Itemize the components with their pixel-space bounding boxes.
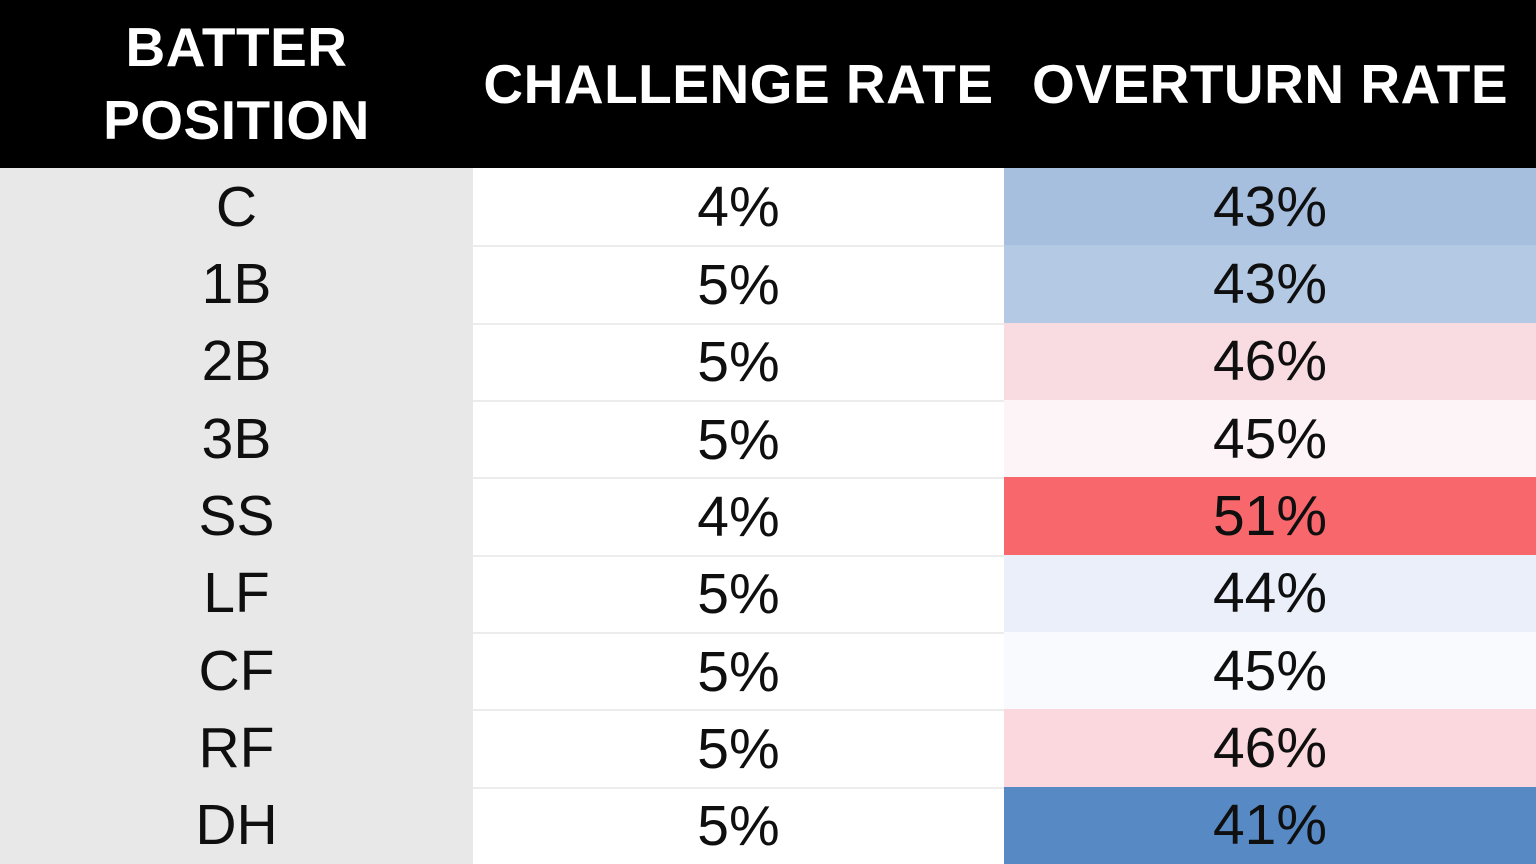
overturn-rate-cell: 46% <box>1004 322 1536 400</box>
challenge-rate-cell: 5% <box>473 245 1004 323</box>
table-row: 2B 5% 46% <box>0 322 1536 400</box>
position-cell: LF <box>0 554 473 632</box>
challenge-rate-cell: 5% <box>473 709 1004 787</box>
position-cell: 1B <box>0 245 473 323</box>
table-row: RF 5% 46% <box>0 709 1536 787</box>
overturn-rate-cell: 46% <box>1004 709 1536 787</box>
table-row: SS 4% 51% <box>0 477 1536 555</box>
challenge-rate-cell: 5% <box>473 554 1004 632</box>
position-cell: 3B <box>0 399 473 478</box>
position-cell: DH <box>0 786 473 864</box>
header-challenge-rate-label: CHALLENGE RATE <box>483 52 994 115</box>
header-overturn-rate-label: OVERTURN RATE <box>1031 52 1509 115</box>
overturn-rate-cell: 43% <box>1004 168 1536 246</box>
header-batter-position-label: BATTER POSITION <box>103 16 370 151</box>
challenge-rate-cell: 5% <box>473 631 1004 710</box>
position-cell: C <box>0 168 473 246</box>
overturn-rate-cell: 45% <box>1004 631 1536 710</box>
overturn-rate-cell: 51% <box>1004 477 1536 555</box>
header-batter-position: BATTER POSITION <box>0 11 473 156</box>
table-row: LF 5% 44% <box>0 554 1536 632</box>
position-cell: 2B <box>0 322 473 400</box>
overturn-rate-cell: 44% <box>1004 554 1536 632</box>
table-row: DH 5% 41% <box>0 786 1536 864</box>
header-overturn-rate: OVERTURN RATE <box>1004 48 1536 121</box>
table-row: CF 5% 45% <box>0 631 1536 710</box>
overturn-rate-cell: 41% <box>1004 786 1536 864</box>
position-cell: CF <box>0 631 473 710</box>
challenge-rate-cell: 5% <box>473 786 1004 864</box>
position-cell: SS <box>0 477 473 555</box>
table-row: 1B 5% 43% <box>0 245 1536 323</box>
table-body: C 4% 43% 1B 5% 43% 2B 5% 46% 3B 5% 45% S… <box>0 168 1536 864</box>
challenge-rate-cell: 5% <box>473 322 1004 400</box>
position-cell: RF <box>0 709 473 787</box>
table-row: C 4% 43% <box>0 168 1536 246</box>
table-row: 3B 5% 45% <box>0 399 1536 478</box>
challenge-rate-cell: 4% <box>473 477 1004 555</box>
overturn-rate-cell: 45% <box>1004 399 1536 478</box>
challenge-rate-cell: 5% <box>473 399 1004 478</box>
table-header-row: BATTER POSITION CHALLENGE RATE OVERTURN … <box>0 0 1536 168</box>
header-challenge-rate: CHALLENGE RATE <box>473 48 1004 121</box>
challenge-rate-cell: 4% <box>473 168 1004 246</box>
overturn-rate-cell: 43% <box>1004 245 1536 323</box>
